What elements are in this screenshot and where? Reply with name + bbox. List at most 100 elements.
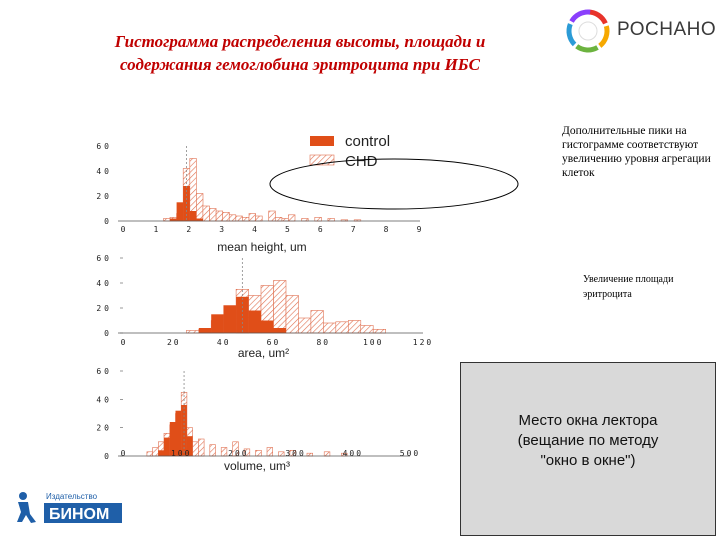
title-line-1: Гистограмма распределения высоты, площад… bbox=[114, 32, 486, 51]
x-axis-label: volume, um³ bbox=[224, 459, 290, 473]
x-tick-label: 20 bbox=[167, 338, 181, 347]
chd-bar bbox=[222, 212, 230, 222]
y-tick-label: 20 bbox=[96, 304, 112, 313]
x-tick-label: 8 bbox=[384, 225, 391, 234]
histogram-panel-1: 0 20 40 60 0 1 2 3 4 5 6 7 8 9 mean height, um control C… bbox=[96, 133, 424, 254]
x-axis-label: mean height, um bbox=[217, 240, 306, 254]
publisher-small-label: Издательство bbox=[46, 492, 98, 501]
control-bar bbox=[261, 320, 274, 333]
control-bar bbox=[176, 202, 184, 222]
legend-label-chd: CHD bbox=[345, 153, 378, 170]
chd-bar bbox=[360, 325, 374, 334]
chd-bar bbox=[306, 452, 313, 457]
control-bar bbox=[211, 314, 224, 334]
y-tick-label: 20 bbox=[96, 192, 112, 201]
x-tick-label: 200 bbox=[228, 449, 248, 458]
chd-bar bbox=[242, 217, 250, 222]
x-tick-label: 400 bbox=[343, 449, 363, 458]
x-tick-label: 0 bbox=[121, 449, 128, 458]
y-tick-label: 40 bbox=[96, 167, 112, 176]
histogram-panel-3: 0 20 40 60 0 100 200 300 400 500 volume, um³ bbox=[96, 367, 420, 473]
x-tick-label: 120 bbox=[413, 338, 433, 347]
chd-bar bbox=[298, 317, 312, 334]
y-tick-label: 20 bbox=[96, 424, 112, 433]
legend-swatch-chd bbox=[309, 154, 335, 166]
chd-bar bbox=[285, 295, 299, 334]
logo-text: РОСНАНО bbox=[617, 19, 717, 40]
chd-bar bbox=[372, 328, 387, 334]
chd-bar bbox=[335, 321, 349, 334]
y-tick-label: 60 bbox=[96, 367, 112, 376]
x-tick-label: 7 bbox=[351, 225, 358, 234]
legend-label-control: control bbox=[345, 133, 390, 150]
x-tick-label: 2 bbox=[186, 225, 193, 234]
chd-bar bbox=[198, 438, 205, 457]
control-bar bbox=[169, 422, 176, 456]
chd-bar bbox=[323, 451, 331, 457]
publisher-name: БИНОМ bbox=[49, 506, 109, 523]
control-bar bbox=[189, 211, 197, 221]
x-tick-label: 60 bbox=[267, 338, 281, 347]
rosnano-logo: РОСНАНО bbox=[565, 8, 717, 54]
note-aggregation: Дополнительные пики на гистограмме соотв… bbox=[562, 125, 711, 179]
histogram-panel-2: 0 20 40 60 0 20 40 60 80 100 120 area, um² bbox=[96, 254, 433, 360]
legend-swatch-control bbox=[310, 136, 334, 146]
binom-publisher-logo: Издательство БИНОМ bbox=[17, 492, 122, 523]
chd-bar bbox=[288, 214, 296, 222]
histogram-panels: 0 20 40 60 0 1 2 3 4 5 6 7 8 9 mean height, um control C… bbox=[96, 133, 519, 473]
chd-bar bbox=[347, 320, 362, 334]
x-tick-label: 9 bbox=[417, 225, 424, 234]
x-tick-label: 40 bbox=[217, 338, 231, 347]
x-tick-label: 300 bbox=[285, 449, 305, 458]
x-axis-label: area, um² bbox=[238, 346, 289, 360]
x-tick-label: 100 bbox=[171, 449, 191, 458]
chd-bar bbox=[215, 210, 224, 222]
control-bar bbox=[186, 436, 193, 456]
x-tick-label: 500 bbox=[400, 449, 420, 458]
control-bar bbox=[164, 437, 170, 456]
chd-bar bbox=[248, 213, 256, 222]
x-tick-label: 6 bbox=[318, 225, 325, 234]
aggregation-ellipse bbox=[269, 158, 519, 210]
lector-line-2: (вещание по методу bbox=[517, 432, 659, 449]
control-bar bbox=[158, 450, 164, 456]
control-bar bbox=[196, 218, 203, 221]
chd-bar bbox=[266, 447, 273, 457]
control-bar bbox=[198, 328, 212, 333]
slide-title: Гистограмма распределения высоты, площад… bbox=[60, 30, 540, 76]
lector-line-1: Место окна лектора bbox=[518, 412, 658, 429]
chd-bar bbox=[273, 280, 287, 334]
chd-bar bbox=[228, 214, 237, 222]
y-tick-label: 40 bbox=[96, 395, 112, 404]
chd-bar bbox=[255, 215, 263, 222]
chd-bar bbox=[322, 322, 337, 334]
y-tick-label: 60 bbox=[96, 142, 112, 151]
control-bar bbox=[181, 405, 187, 456]
title-line-2: содержания гемоглобина эритроцита при ИБ… bbox=[120, 55, 480, 74]
chd-bar bbox=[146, 451, 153, 457]
y-tick-label: 0 bbox=[104, 329, 112, 338]
chd-bar bbox=[196, 193, 204, 222]
chd-bar bbox=[209, 208, 217, 222]
chd-bar bbox=[220, 447, 228, 457]
x-tick-label: 3 bbox=[219, 225, 226, 234]
chart-legend: control CHD bbox=[309, 133, 390, 170]
y-tick-label: 0 bbox=[104, 217, 112, 226]
x-tick-label: 4 bbox=[252, 225, 259, 234]
chd-bar bbox=[192, 441, 199, 457]
chd-bar bbox=[209, 444, 216, 457]
chd-bar bbox=[314, 217, 322, 222]
x-tick-label: 100 bbox=[363, 338, 383, 347]
control-bar bbox=[273, 328, 286, 333]
chd-bar bbox=[202, 205, 210, 222]
control-bar bbox=[170, 218, 177, 221]
note-area-increase: Увеличение площади эритроцита bbox=[583, 274, 674, 300]
chd-bar bbox=[268, 210, 276, 222]
y-tick-label: 60 bbox=[96, 254, 112, 263]
y-tick-label: 0 bbox=[104, 452, 112, 461]
x-tick-label: 0 bbox=[121, 338, 128, 347]
chd-bar bbox=[152, 447, 159, 457]
chd-bar bbox=[274, 217, 283, 222]
x-tick-label: 1 bbox=[153, 225, 160, 234]
y-tick-label: 40 bbox=[96, 279, 112, 288]
